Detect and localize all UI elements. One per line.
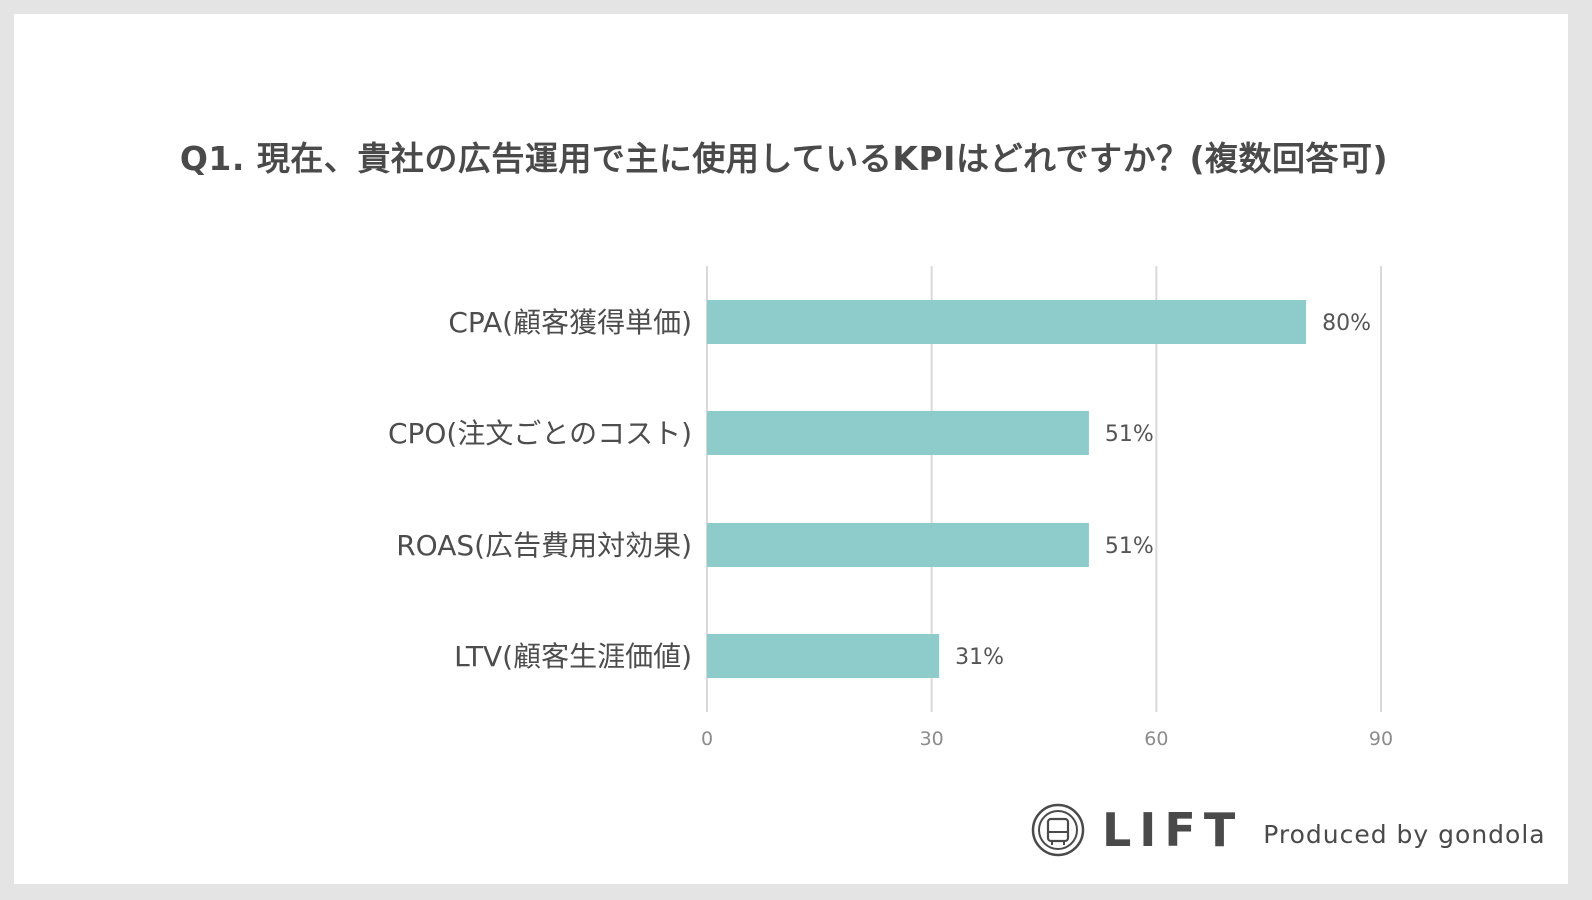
- produced-by-text: Produced by gondola: [1263, 819, 1546, 849]
- bar-4: [707, 634, 940, 678]
- x-tick-label-60: 60: [1144, 728, 1168, 750]
- x-axis-ticks: 0 30 60 90: [701, 728, 1393, 750]
- chart-title: Q1. 現在、貴社の広告運用で主に使用しているKPIはどれですか？(複数回答可): [179, 139, 1389, 178]
- value-label-1: 80%: [1322, 311, 1371, 336]
- value-labels: 80% 51% 51% 31%: [955, 311, 1371, 670]
- logo-text: LIFT: [1102, 803, 1244, 857]
- category-labels: CPA(顧客獲得単価) CPO(注文ごとのコスト) ROAS(広告費用対効果) LTV…: [388, 306, 692, 673]
- x-tick-label-90: 90: [1369, 728, 1393, 750]
- bar-2: [707, 411, 1089, 455]
- lift-logo-icon: [1031, 803, 1085, 857]
- category-label-3: ROAS(広告費用対効果): [396, 529, 692, 562]
- value-label-3: 51%: [1105, 534, 1154, 559]
- category-label-4: LTV(顧客生涯価値): [454, 640, 692, 673]
- bar-3: [707, 523, 1089, 567]
- x-tick-label-0: 0: [701, 728, 713, 750]
- value-label-2: 51%: [1105, 422, 1154, 447]
- bars: [707, 300, 1307, 678]
- footer-branding: LIFT Produced by gondola: [1030, 800, 1546, 860]
- value-label-4: 31%: [955, 645, 1004, 670]
- category-label-2: CPO(注文ごとのコスト): [388, 417, 692, 450]
- x-tick-label-30: 30: [920, 728, 944, 750]
- bar-1: [707, 300, 1307, 344]
- category-label-1: CPA(顧客獲得単価): [448, 306, 692, 339]
